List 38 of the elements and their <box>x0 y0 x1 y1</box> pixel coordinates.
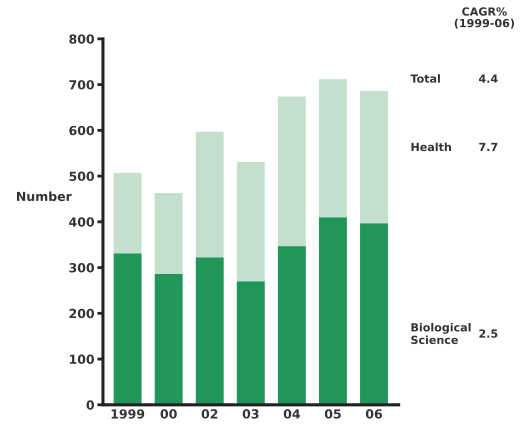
bar <box>154 274 183 405</box>
x-tick-label: 1999 <box>112 409 144 419</box>
x-tick-label: 03 <box>242 409 259 419</box>
bar <box>318 79 347 218</box>
text: Health <box>411 142 451 152</box>
y-tick-label: 500 <box>70 172 94 182</box>
text: CAGR% (1999-06) <box>454 7 514 29</box>
bar <box>360 223 388 405</box>
y-tick-label: 100 <box>70 354 94 364</box>
y-tick-label: 300 <box>69 263 94 272</box>
text: 4.4 <box>478 74 498 83</box>
bar <box>236 162 265 282</box>
x-tick-label: 06 <box>366 409 382 419</box>
y-tick-label: 200 <box>70 308 94 318</box>
bar <box>114 253 142 405</box>
x-tick-label: 05 <box>324 409 341 419</box>
bar <box>114 172 142 254</box>
bar <box>278 96 306 246</box>
y-tick-label: 400 <box>69 217 94 227</box>
y-tick-label: 600 <box>69 126 94 136</box>
y-tick-label: 700 <box>69 80 94 90</box>
bar <box>154 193 183 274</box>
x-tick-label: 04 <box>284 409 300 419</box>
bar <box>360 91 388 224</box>
x-tick-label: 02 <box>202 409 218 419</box>
text: Total <box>410 74 440 83</box>
bar <box>318 217 347 405</box>
x-tick-label: 00 <box>160 409 177 419</box>
text: 2.5 <box>479 329 498 338</box>
y-tick-label: 800 <box>69 34 94 44</box>
text: 7.7 <box>479 142 498 152</box>
y-tick-label: 0 <box>86 400 94 410</box>
text: Biological Science <box>411 322 471 344</box>
y-axis-title: Number <box>16 191 72 202</box>
bar <box>278 246 306 405</box>
bar <box>196 132 224 258</box>
bar <box>236 281 265 405</box>
bar <box>196 258 224 405</box>
